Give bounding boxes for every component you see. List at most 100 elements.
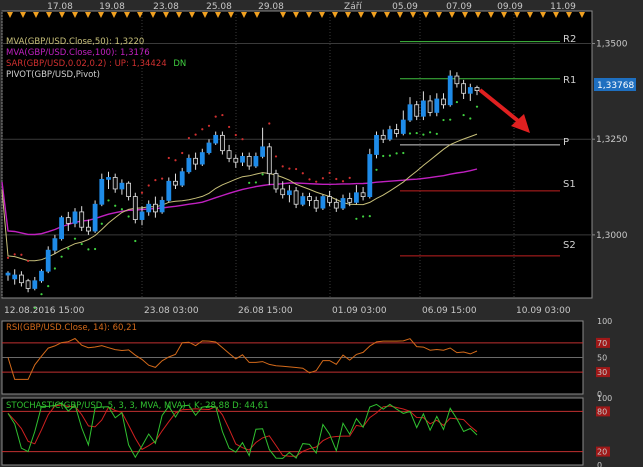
date-marker: [137, 12, 143, 18]
legend-sar-dn: DN: [173, 59, 186, 69]
rsi-scale-label: 100: [597, 317, 612, 326]
candle-body: [313, 200, 319, 209]
pivot-label-r1: R1: [563, 75, 576, 86]
candle-body: [394, 129, 400, 134]
rsi-scale-label: 30: [597, 368, 607, 377]
date-marker: [228, 12, 234, 18]
candle-body: [307, 196, 312, 201]
sar-dot: [53, 267, 57, 270]
sar-dot: [328, 171, 331, 174]
date-marker: [540, 12, 546, 18]
top-date-label: 19.08: [99, 2, 125, 12]
date-marker: [397, 12, 403, 18]
sar-dot: [40, 293, 43, 296]
candle-body: [99, 178, 105, 205]
candle-body: [327, 196, 333, 203]
sar-dot: [362, 215, 365, 218]
candle-body: [253, 156, 259, 167]
sar-dot: [388, 154, 391, 157]
top-date-label: 17.08: [47, 2, 73, 12]
sar-dot: [80, 242, 83, 246]
candle-body: [467, 87, 473, 94]
date-marker: [163, 12, 169, 18]
sar-dot: [288, 167, 291, 170]
sar-dot: [261, 173, 264, 176]
candle-body: [79, 211, 85, 228]
y-tick-label: 1,3500: [596, 40, 628, 50]
sar-dot: [47, 285, 50, 288]
sar-dot: [402, 151, 405, 155]
candle-body: [300, 196, 306, 205]
stoch-panel[interactable]: [1, 397, 584, 466]
candle-body: [45, 249, 51, 272]
date-marker: [124, 12, 130, 18]
date-marker: [501, 12, 507, 18]
candle-body: [126, 182, 131, 197]
date-marker: [202, 12, 208, 18]
stoch-k-line: [7, 402, 478, 459]
sar-dot: [94, 247, 97, 251]
stoch-level-tag: [596, 406, 610, 417]
rsi-scale-label: 70: [597, 339, 607, 348]
sar-dot: [295, 167, 298, 171]
candle-body: [179, 171, 185, 186]
price-panel[interactable]: [1, 10, 593, 299]
sar-dot: [13, 253, 16, 256]
sar-dot: [27, 259, 30, 262]
sar-dot: [308, 178, 311, 181]
date-marker: [176, 12, 182, 18]
candle-body: [39, 270, 44, 282]
candle-body: [219, 134, 225, 152]
legend-mva50: MVA(GBP/USD.Close,50): 1,3220: [6, 37, 144, 47]
candle-body: [106, 177, 111, 180]
stoch-level-tag: [596, 446, 610, 457]
candle-body: [374, 134, 379, 155]
price-grid: [1, 11, 592, 298]
sar-dot: [174, 159, 177, 162]
sar-dot: [87, 248, 90, 251]
sar-dot: [462, 113, 465, 117]
candle-body: [25, 280, 31, 289]
date-marker: [449, 12, 455, 18]
sar-dot: [315, 180, 318, 183]
date-marker: [553, 12, 559, 18]
stoch-scale-label: 80: [597, 407, 607, 416]
x-tick-label: 01.09 03:00: [332, 306, 387, 316]
candle-body: [159, 200, 165, 213]
sar-dot: [335, 177, 338, 181]
candle-body: [273, 173, 279, 190]
sar-dot: [241, 138, 244, 141]
stoch-d-line: [7, 404, 478, 457]
sar-dot: [395, 152, 398, 155]
candle-body: [347, 198, 353, 203]
date-marker: [423, 12, 429, 18]
candle-body: [86, 226, 91, 232]
candle-body: [414, 104, 420, 117]
candle-body: [152, 203, 158, 213]
sar-dot: [469, 117, 472, 120]
sar-dot: [154, 179, 157, 182]
stoch-scale-label: 100: [597, 394, 612, 403]
sar-dot: [181, 151, 184, 155]
candle-body: [186, 157, 192, 173]
sar-dot: [194, 133, 197, 136]
rsi-legend: RSI(GBP/USD.Close, 14): 60,21: [6, 323, 137, 333]
sar-dot: [33, 306, 36, 310]
sar-dot: [455, 100, 458, 104]
legend-sar: SAR(GBP/USD,0.02,0.2) : UP: 1,34424 DN: [6, 59, 186, 69]
rsi-scale-label: 50: [597, 354, 607, 363]
x-tick-label: 26.08 15:00: [238, 306, 293, 316]
sar-dot: [114, 204, 117, 207]
date-marker: [20, 12, 26, 18]
legend-pivot: PIVOT(GBP/USD,Pivot): [6, 70, 100, 80]
candle-body: [387, 129, 393, 140]
date-marker: [488, 12, 494, 18]
candle-body: [461, 83, 467, 94]
candle-body: [206, 142, 212, 153]
sar-dot: [6, 256, 10, 259]
top-date-axis: 17.08 19.08 23.08 25.08 29.08 Září 05.09 07.09 0…: [7, 2, 585, 18]
pivot-label-r2: R2: [563, 34, 576, 45]
date-marker: [475, 12, 481, 18]
sar-dot: [375, 168, 378, 171]
